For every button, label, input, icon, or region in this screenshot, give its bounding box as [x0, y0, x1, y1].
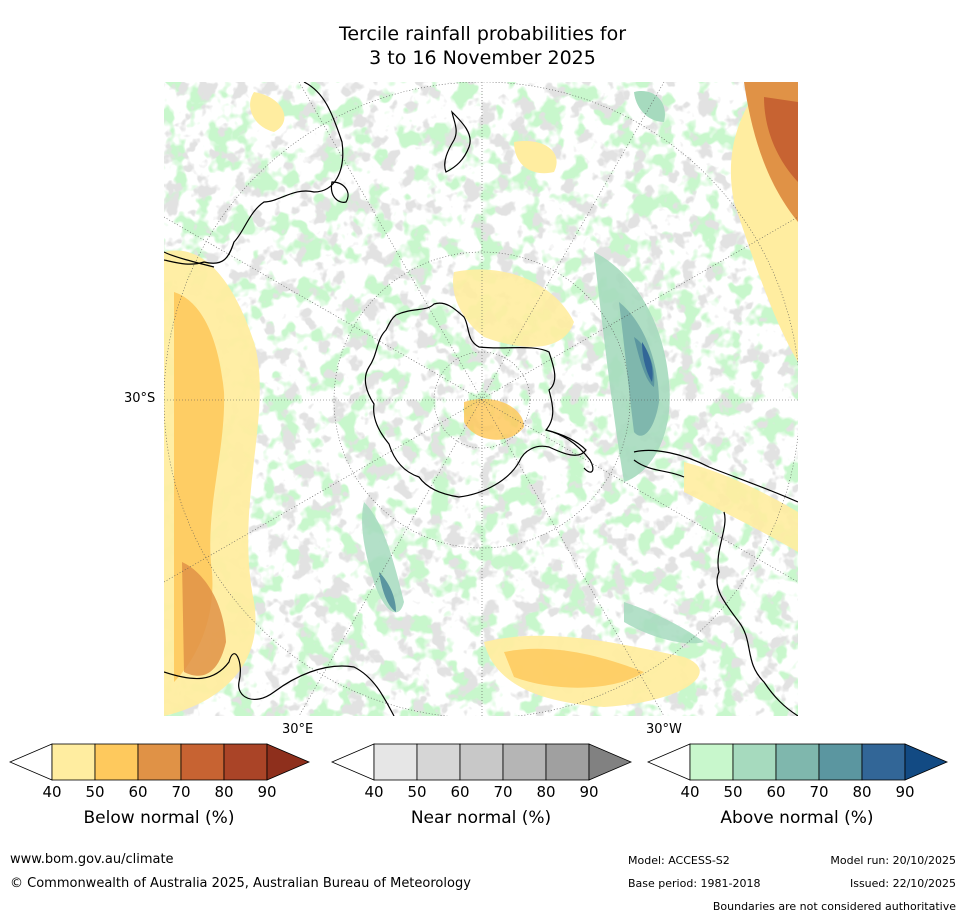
above-normal-bands [362, 91, 704, 644]
model-run-text: Model run: 20/10/2025 [830, 854, 956, 867]
antarctica-coast [364, 302, 587, 498]
cbar-near-seg-2 [459, 743, 504, 781]
cbar-near-seg-0 [373, 743, 418, 781]
cbar-below-min-arrow [8, 743, 53, 781]
cbar-near-tick: 50 [407, 783, 427, 801]
colorbar-above-normal [646, 743, 949, 785]
cbar-above-max-arrow [904, 743, 949, 781]
cbar-near-label: Near normal (%) [410, 808, 552, 828]
cbar-near-tick: 40 [364, 783, 384, 801]
issued-text: Issued: 22/10/2025 [849, 877, 956, 890]
cbar-below-tick: 50 [85, 783, 105, 801]
cbar-above-min-arrow [646, 743, 691, 781]
disclaimer-text: Boundaries are not considered authoritat… [712, 900, 956, 913]
cbar-below-tick: 40 [42, 783, 62, 801]
latitude-label: 30°S [124, 391, 156, 406]
south-polar-map [164, 82, 798, 716]
cbar-above-tick: 80 [852, 783, 872, 801]
colorbar-below-normal [8, 743, 311, 785]
cbar-above-tick: 40 [680, 783, 700, 801]
colorbar-near-normal [330, 743, 633, 785]
cbar-near-seg-3 [502, 743, 547, 781]
map-title: Tercile rainfall probabilities for 3 to … [0, 22, 965, 70]
cbar-above-label: Above normal (%) [720, 808, 874, 828]
base-period-text: Base period: 1981-2018 [628, 877, 761, 890]
cbar-above-seg-1 [732, 743, 777, 781]
coastlines [164, 82, 798, 716]
cbar-above-tick: 70 [809, 783, 829, 801]
cbar-near-tick: 60 [450, 783, 470, 801]
cbar-above-tick: 60 [766, 783, 786, 801]
cbar-near-tick: 90 [579, 783, 599, 801]
cbar-above-tick: 50 [723, 783, 743, 801]
cbar-below-tick: 90 [257, 783, 277, 801]
colorbar-below-svg [8, 743, 311, 781]
title-line-1: Tercile rainfall probabilities for [338, 23, 627, 45]
cbar-above-seg-2 [775, 743, 820, 781]
cbar-below-seg-2 [137, 743, 182, 781]
cbar-below-seg-1 [94, 743, 139, 781]
new-zealand-coast [444, 110, 471, 173]
cbar-below-max-arrow [266, 743, 311, 781]
cbar-below-tick: 80 [214, 783, 234, 801]
africa-coast [164, 653, 395, 716]
cbar-below-seg-4 [223, 743, 268, 781]
cbar-above-seg-0 [689, 743, 734, 781]
cbar-above-seg-3 [818, 743, 863, 781]
cbar-near-seg-4 [545, 743, 590, 781]
cbar-below-tick: 60 [128, 783, 148, 801]
south-america-coast [633, 449, 798, 716]
cbar-near-tick: 80 [536, 783, 556, 801]
cbar-above-tick: 90 [895, 783, 915, 801]
copyright-text: © Commonwealth of Australia 2025, Austra… [10, 876, 471, 891]
below-normal-regions [164, 82, 798, 716]
cbar-below-seg-3 [180, 743, 225, 781]
australia-coast [164, 82, 344, 265]
longitude-label-west: 30°W [646, 722, 682, 737]
colorbar-above-svg [646, 743, 949, 781]
cbar-near-seg-1 [416, 743, 461, 781]
cbar-below-tick: 70 [171, 783, 191, 801]
title-line-2: 3 to 16 November 2025 [369, 47, 596, 69]
cbar-near-min-arrow [330, 743, 375, 781]
cbar-below-seg-0 [51, 743, 96, 781]
cbar-below-label: Below normal (%) [83, 808, 235, 828]
cbar-above-seg-4 [861, 743, 906, 781]
bom-url-link[interactable]: www.bom.gov.au/climate [10, 852, 174, 867]
colorbar-near-svg [330, 743, 633, 781]
cbar-near-max-arrow [588, 743, 633, 781]
map-svg [164, 82, 798, 716]
longitude-label-east: 30°E [282, 722, 314, 737]
graticule [164, 82, 798, 716]
cbar-near-tick: 70 [493, 783, 513, 801]
model-text: Model: ACCESS-S2 [628, 854, 730, 867]
